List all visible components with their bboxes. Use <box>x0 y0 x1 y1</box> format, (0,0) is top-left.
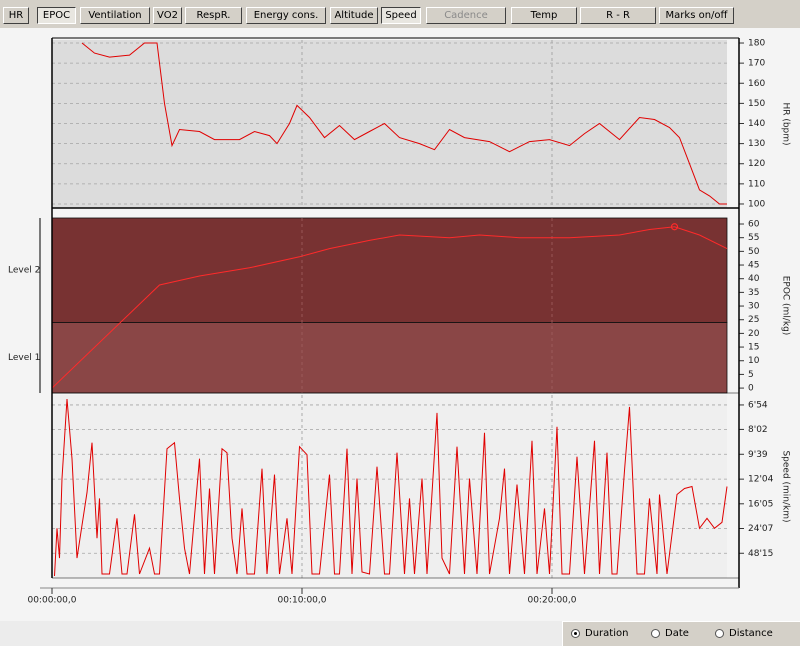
y-tick-label: 130 <box>748 139 765 149</box>
radio[interactable] <box>715 629 724 638</box>
radio[interactable] <box>651 629 660 638</box>
y-tick-label: 45 <box>748 261 759 271</box>
y-tick-label: 170 <box>748 59 765 69</box>
x-tick-label: 00:20:00,0 <box>527 596 576 606</box>
toolbar-button[interactable]: EPOC <box>37 7 76 24</box>
data-line <box>81 42 727 205</box>
panel-background <box>52 395 727 578</box>
y-tick-label: 8'02 <box>748 425 768 435</box>
zone <box>51 322 728 394</box>
y-axis-label: EPOC (ml/kg) <box>781 276 791 336</box>
y-tick-label: 15 <box>748 343 759 353</box>
toolbar-button[interactable]: Altitude <box>330 7 378 24</box>
y-tick-label: 120 <box>748 159 765 169</box>
y-tick-label: 5 <box>748 370 754 380</box>
radio-label: Distance <box>729 628 773 639</box>
zone-label: Level 2 <box>8 266 40 276</box>
toolbar-button[interactable]: HR <box>3 7 29 24</box>
toolbar: HR EPOC Ventilation VO2 RespR. Energy co… <box>0 0 800 28</box>
y-tick-label: 0 <box>748 384 754 394</box>
y-tick-label: 100 <box>748 199 765 209</box>
data-line <box>54 398 728 577</box>
toolbar-button[interactable]: RespR. <box>185 7 242 24</box>
toolbar-button[interactable]: VO2 <box>153 7 182 24</box>
y-tick-label: 35 <box>748 288 759 298</box>
y-tick-label: 50 <box>748 247 760 257</box>
toolbar-button[interactable]: Ventilation <box>80 7 150 24</box>
toolbar-button[interactable]: Cadence <box>426 7 506 24</box>
y-tick-label: 60 <box>748 220 760 230</box>
radio-label: Date <box>665 628 689 639</box>
y-tick-label: 48'15 <box>748 549 773 559</box>
y-tick-label: 160 <box>748 79 765 89</box>
peak-marker <box>670 223 679 231</box>
panel-background <box>52 40 727 208</box>
radio[interactable] <box>571 629 580 638</box>
x-tick-label: 00:10:00,0 <box>277 596 326 606</box>
y-tick-label: 140 <box>748 119 765 129</box>
y-tick-label: 16'05 <box>748 499 773 509</box>
y-tick-label: 25 <box>748 315 759 325</box>
radio-label: Duration <box>585 628 629 639</box>
y-tick-label: 20 <box>748 329 760 339</box>
y-tick-label: 180 <box>748 39 765 49</box>
footer: Duration Date Distance <box>562 621 800 646</box>
radio-option[interactable]: Date <box>651 628 689 639</box>
y-axis-label: HR (bpm) <box>781 102 791 145</box>
toolbar-button[interactable]: Energy cons. <box>246 7 326 24</box>
y-tick-label: 6'54 <box>748 400 768 410</box>
radio-option[interactable]: Duration <box>571 628 628 639</box>
toolbar-button[interactable]: Speed <box>381 7 421 24</box>
toolbar-button[interactable]: R - R <box>580 7 656 24</box>
y-tick-label: 10 <box>748 356 760 366</box>
radio-option[interactable]: Distance <box>715 628 773 639</box>
y-tick-label: 55 <box>748 233 759 243</box>
toolbar-button[interactable]: Marks on/off <box>659 7 734 24</box>
y-tick-label: 150 <box>748 99 765 109</box>
y-tick-label: 9'39 <box>748 450 768 460</box>
zone-label: Level 1 <box>8 353 40 363</box>
y-tick-label: 40 <box>748 274 760 284</box>
y-tick-label: 12'04 <box>748 475 774 485</box>
y-tick-label: 30 <box>748 302 760 312</box>
toolbar-button[interactable]: Temp <box>511 7 577 24</box>
y-tick-label: 24'07 <box>748 524 773 534</box>
y-axis-label: Speed (min/km) <box>781 450 791 522</box>
x-tick-label: 00:00:00,0 <box>27 596 76 606</box>
y-tick-label: 110 <box>748 179 765 189</box>
data-line <box>51 226 728 389</box>
